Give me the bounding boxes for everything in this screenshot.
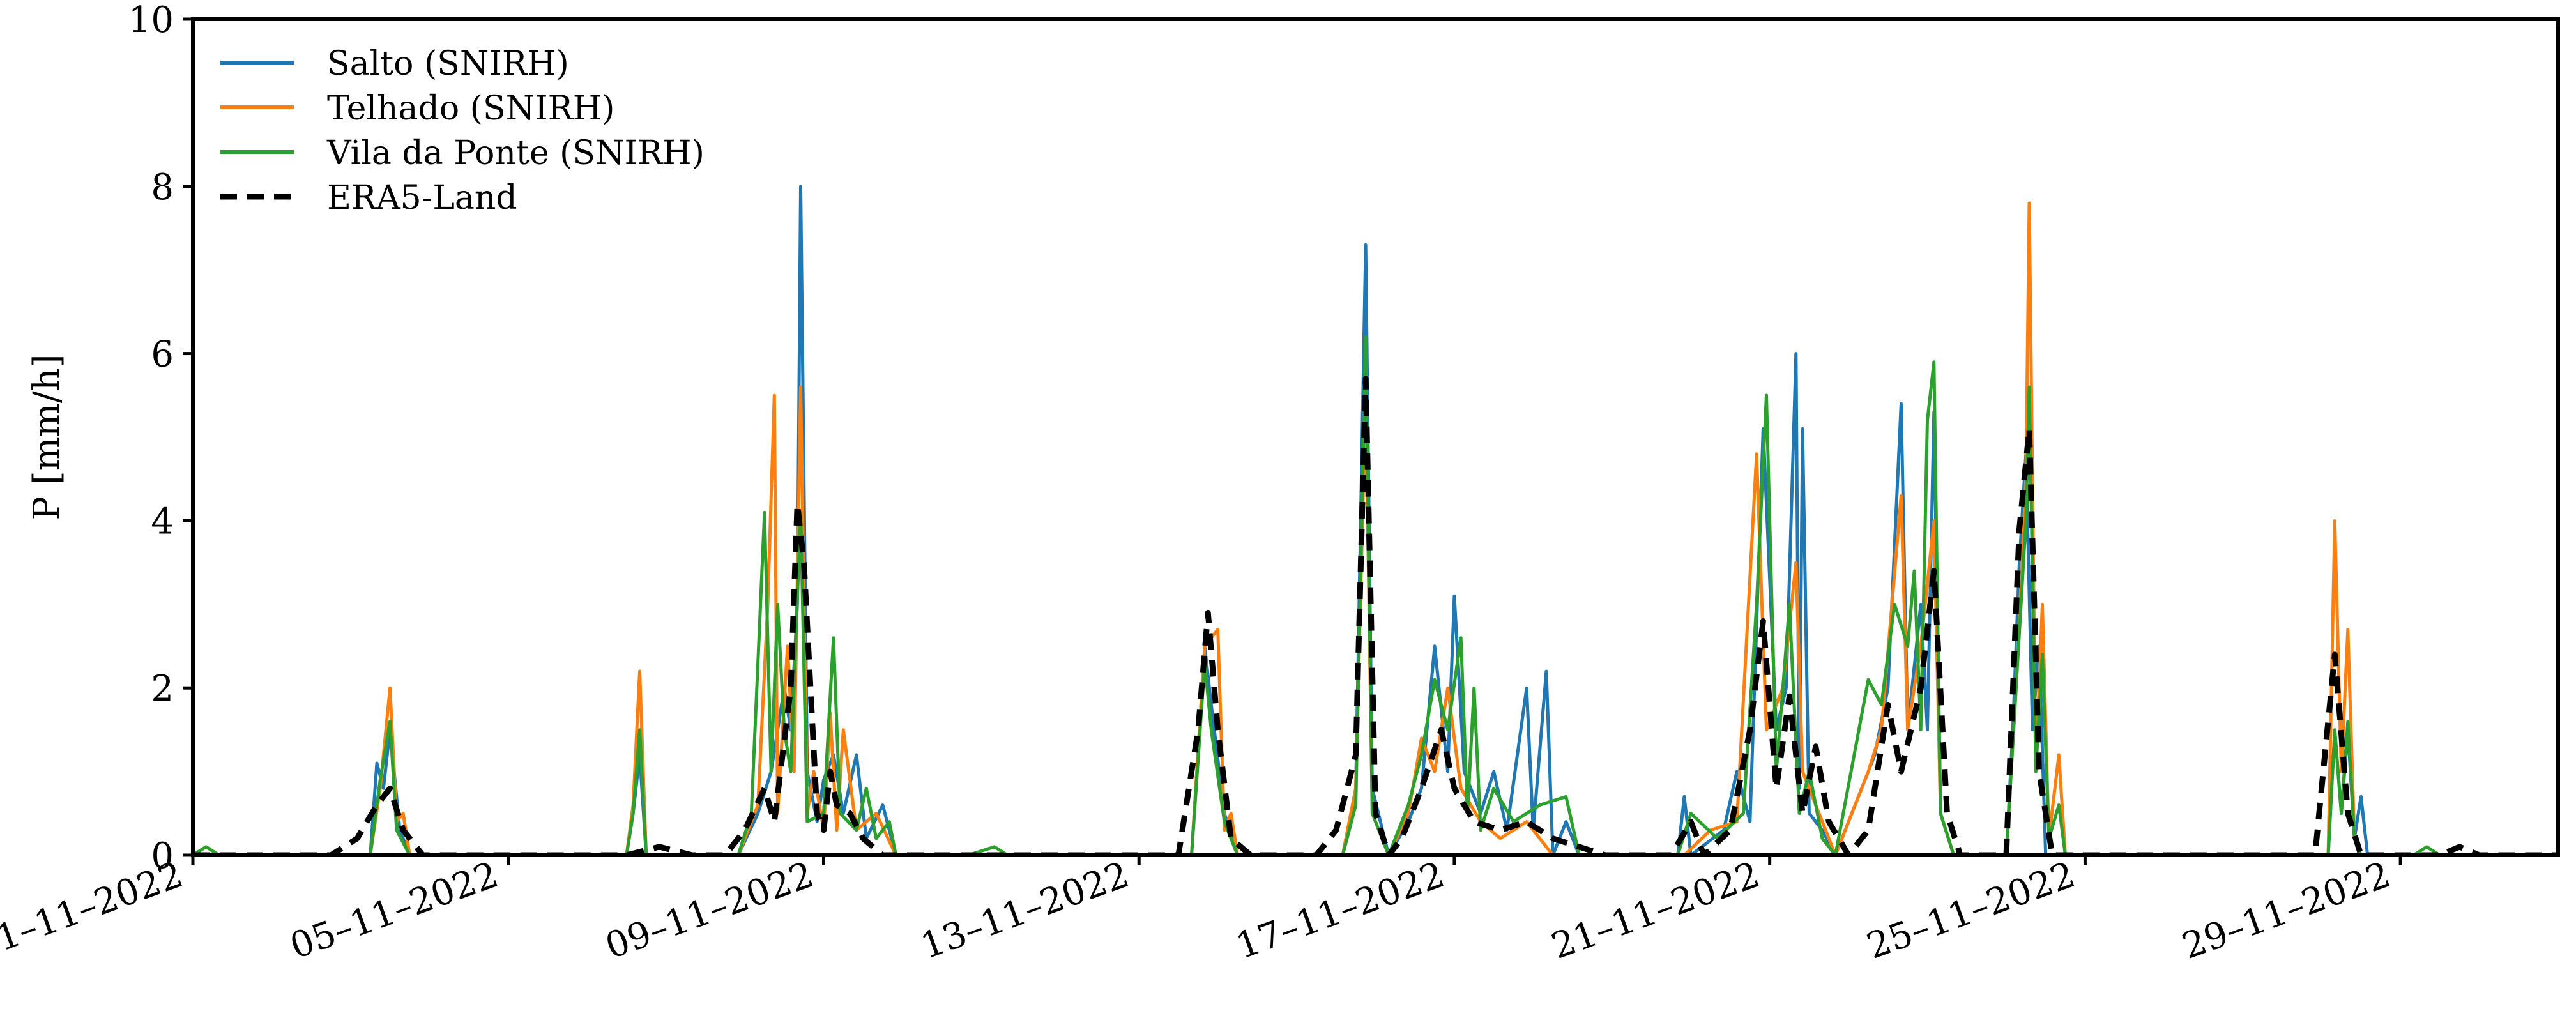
y-tick-label: 4 bbox=[151, 501, 174, 542]
series-line-2 bbox=[193, 335, 2558, 855]
y-tick-label: 0 bbox=[151, 835, 174, 877]
legend-label-2: Vila da Ponte (SNIRH) bbox=[326, 134, 705, 172]
y-tick-label: 10 bbox=[128, 0, 174, 41]
plot-area-frame bbox=[191, 17, 2560, 857]
y-tick-label: 8 bbox=[151, 167, 174, 208]
series-line-3 bbox=[193, 376, 2558, 855]
series-layer bbox=[193, 185, 2558, 855]
y-axis: 0 2 4 6 8 10 bbox=[128, 0, 193, 877]
y-axis-label: P [mm/h] bbox=[26, 354, 68, 520]
y-tick-label: 2 bbox=[151, 668, 174, 710]
legend: Salto (SNIRH) Telhado (SNIRH) Vila da Pont… bbox=[220, 45, 705, 217]
legend-label-0: Salto (SNIRH) bbox=[327, 45, 569, 83]
legend-label-1: Telhado (SNIRH) bbox=[327, 89, 614, 128]
y-tick-label: 6 bbox=[151, 334, 174, 376]
legend-label-3: ERA5-Land bbox=[327, 179, 517, 217]
